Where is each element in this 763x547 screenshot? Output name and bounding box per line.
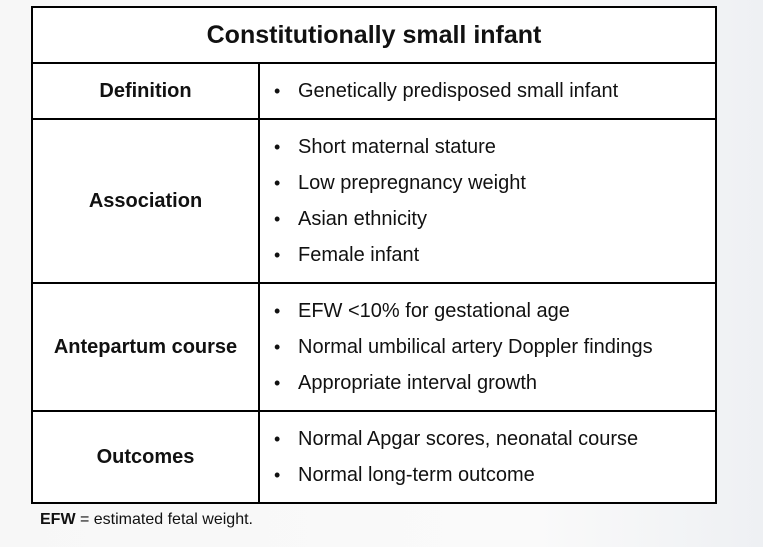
list-item: • Low prepregnancy weight (274, 165, 709, 201)
bullet-icon: • (274, 81, 281, 101)
bullet-icon: • (274, 429, 281, 449)
table-row-outcomes: Outcomes • Normal Apgar scores, neonatal… (33, 412, 715, 502)
footnote-text: = estimated fetal weight. (75, 511, 253, 528)
list-item: • Short maternal stature (274, 129, 709, 165)
list-item-text: Genetically predisposed small infant (298, 80, 619, 102)
list-item-text: Short maternal stature (298, 136, 496, 158)
list-item: • Genetically predisposed small infant (274, 73, 709, 109)
row-content: • Normal Apgar scores, neonatal course •… (260, 412, 715, 502)
row-label: Outcomes (33, 412, 260, 502)
bullet-icon: • (274, 301, 281, 321)
table-row-association: Association • Short maternal stature • L… (33, 120, 715, 284)
bullet-icon: • (274, 137, 281, 157)
bullet-icon: • (274, 245, 281, 265)
table-row-definition: Definition • Genetically predisposed sma… (33, 64, 715, 120)
row-label: Antepartum course (33, 284, 260, 410)
row-content: • Short maternal stature • Low prepregna… (260, 120, 715, 282)
list-item: • Normal long-term outcome (274, 457, 709, 493)
bullet-icon: • (274, 173, 281, 193)
row-label: Association (33, 120, 260, 282)
list-item-text: Normal umbilical artery Doppler findings (298, 336, 653, 358)
row-label: Definition (33, 64, 260, 118)
bullet-icon: • (274, 373, 281, 393)
list-item: • Asian ethnicity (274, 201, 709, 237)
list-item-text: Low prepregnancy weight (298, 172, 526, 194)
list-item-text: Female infant (298, 244, 420, 266)
list-item-text: EFW <10% for gestational age (298, 300, 570, 322)
table-row-antepartum-course: Antepartum course • EFW <10% for gestati… (33, 284, 715, 412)
list-item: • EFW <10% for gestational age (274, 293, 709, 329)
row-content: • EFW <10% for gestational age • Normal … (260, 284, 715, 410)
list-item-text: Normal long-term outcome (298, 464, 535, 486)
bullet-icon: • (274, 209, 281, 229)
footnote: EFW = estimated fetal weight. (40, 511, 253, 529)
list-item: • Appropriate interval growth (274, 365, 709, 401)
list-item: • Normal umbilical artery Doppler findin… (274, 329, 709, 365)
row-content: • Genetically predisposed small infant (260, 64, 715, 118)
list-item-text: Appropriate interval growth (298, 372, 538, 394)
list-item-text: Normal Apgar scores, neonatal course (298, 428, 639, 450)
list-item: • Normal Apgar scores, neonatal course (274, 421, 709, 457)
summary-table: Constitutionally small infant Definition… (31, 6, 717, 504)
table-title: Constitutionally small infant (33, 8, 715, 64)
bullet-icon: • (274, 337, 281, 357)
footnote-abbreviation: EFW (40, 511, 76, 528)
list-item: • Female infant (274, 237, 709, 273)
list-item-text: Asian ethnicity (298, 208, 427, 230)
bullet-icon: • (274, 465, 281, 485)
